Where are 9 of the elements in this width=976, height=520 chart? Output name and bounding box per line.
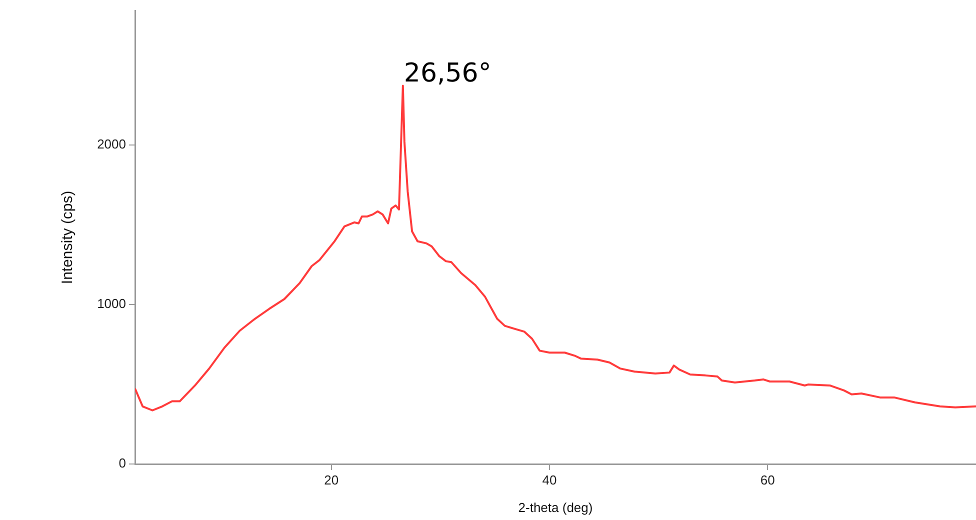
x-tick-label: 60	[760, 472, 775, 488]
x-tick-label: 40	[542, 472, 557, 488]
x-axis-title: 2-theta (deg)	[518, 500, 593, 515]
y-axis-title: Intensity (cps)	[59, 190, 76, 284]
y-tick-label: 2000	[97, 136, 126, 152]
y-tick-label: 0	[118, 456, 126, 471]
y-tick-label: 1000	[97, 296, 126, 311]
annotation: 26,56°	[404, 58, 492, 89]
x-tick-label: 20	[324, 472, 339, 488]
